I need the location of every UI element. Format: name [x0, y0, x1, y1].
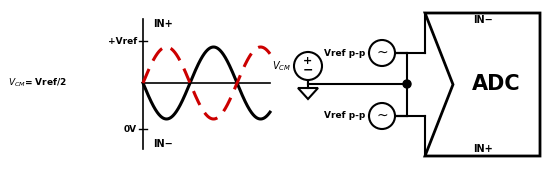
Text: ADC: ADC — [472, 75, 521, 95]
Text: IN+: IN+ — [473, 144, 492, 154]
Text: 0V: 0V — [124, 124, 137, 134]
Circle shape — [369, 103, 395, 129]
Text: ~: ~ — [376, 109, 388, 123]
Text: $V_{CM}$= Vref/2: $V_{CM}$= Vref/2 — [8, 77, 67, 89]
Polygon shape — [425, 13, 540, 156]
Text: −: − — [303, 63, 313, 76]
Circle shape — [403, 80, 411, 88]
Text: +Vref: +Vref — [108, 36, 137, 45]
Text: Vref p-p: Vref p-p — [324, 111, 365, 121]
Text: ~: ~ — [376, 46, 388, 60]
Text: IN−: IN− — [473, 15, 492, 25]
Text: Vref p-p: Vref p-p — [324, 49, 365, 57]
Circle shape — [369, 40, 395, 66]
Circle shape — [294, 52, 322, 80]
Text: IN+: IN+ — [153, 19, 173, 29]
Text: +: + — [304, 56, 312, 66]
Text: $V_{CM}$: $V_{CM}$ — [272, 59, 291, 73]
Text: IN−: IN− — [153, 139, 173, 149]
